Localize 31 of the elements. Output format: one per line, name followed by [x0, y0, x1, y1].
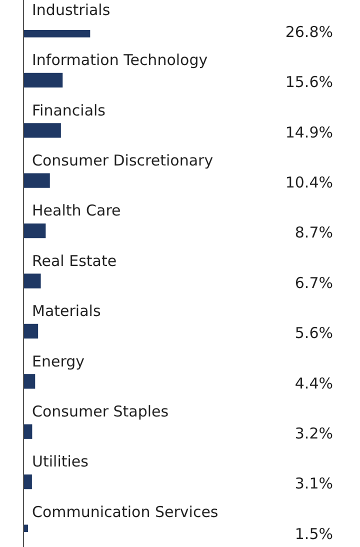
y-tick-label: Financials: [32, 101, 106, 120]
y-tick-label: Industrials: [32, 0, 110, 19]
data-label: 15.6%: [285, 73, 333, 92]
data-label: 6.7%: [294, 274, 333, 292]
bar: [24, 324, 38, 339]
data-label: 26.8%: [285, 22, 333, 41]
data-label: 1.5%: [294, 524, 333, 543]
y-tick-label: Communication Services: [32, 502, 218, 521]
data-label: 3.1%: [294, 474, 333, 493]
data-label: 10.4%: [285, 173, 333, 192]
bar: [24, 424, 32, 439]
data-label: 3.2%: [294, 424, 333, 442]
data-label: 5.6%: [294, 324, 333, 342]
bar: [24, 274, 41, 288]
y-tick-label: Consumer Staples: [32, 402, 169, 420]
data-label: 14.9%: [285, 123, 333, 142]
y-tick-label: Health Care: [32, 202, 121, 220]
y-tick-label: Information Technology: [32, 51, 208, 70]
y-tick-label: Energy: [32, 352, 85, 370]
y-tick-label: Real Estate: [32, 252, 117, 270]
bar: [24, 173, 50, 188]
bar: [24, 474, 32, 490]
data-label: 8.7%: [294, 224, 333, 242]
bar: [24, 72, 63, 88]
y-tick-label: Materials: [32, 302, 101, 320]
bar: [24, 223, 46, 238]
data-label: 4.4%: [294, 374, 333, 392]
y-tick-label: Consumer Discretionary: [32, 151, 214, 170]
bar: [24, 123, 61, 138]
bar: [24, 374, 36, 389]
y-tick-label: Utilities: [32, 452, 89, 471]
